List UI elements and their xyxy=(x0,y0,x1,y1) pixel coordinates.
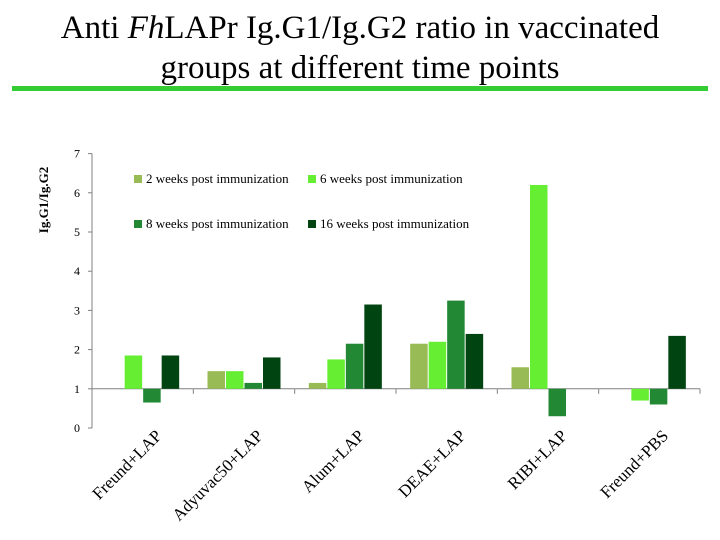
title-divider xyxy=(12,86,708,91)
bar xyxy=(244,382,262,389)
bar xyxy=(428,341,447,389)
chart-title-line-1: Anti FhLAPr Ig.G1/Ig.G2 ratio in vaccina… xyxy=(0,8,720,48)
bar xyxy=(364,304,382,389)
y-tick-label: 6 xyxy=(74,186,80,200)
bar xyxy=(548,388,566,417)
bar xyxy=(207,371,225,389)
title-prefix: Anti xyxy=(60,10,128,46)
bar xyxy=(631,388,649,401)
category-label: Freund+PBS xyxy=(597,426,673,502)
bar xyxy=(649,388,668,405)
bar xyxy=(465,333,484,389)
legend-label: 8 weeks post immunization xyxy=(146,216,289,231)
bar xyxy=(263,357,281,389)
bar xyxy=(447,300,465,389)
y-tick-label: 0 xyxy=(74,421,80,435)
category-label: DEAE+LAP xyxy=(395,426,470,501)
legend-swatch xyxy=(308,220,316,228)
bar xyxy=(143,388,161,403)
legend-label: 6 weeks post immunization xyxy=(320,171,463,186)
category-label: RIBI+LAP xyxy=(504,426,571,493)
y-tick-label: 4 xyxy=(74,264,80,278)
bar xyxy=(511,367,529,389)
bar xyxy=(308,382,327,389)
chart-title: Anti FhLAPr Ig.G1/Ig.G2 ratio in vaccina… xyxy=(0,8,720,88)
legend-label: 16 weeks post immunization xyxy=(320,216,470,231)
title-suffix: LAPr Ig.G1/Ig.G2 ratio in vaccinated xyxy=(164,10,660,46)
y-axis-label: Ig.G1/Ig.G2 xyxy=(36,167,51,233)
legend-swatch xyxy=(134,175,142,183)
y-tick-label: 7 xyxy=(74,147,80,161)
y-tick-label: 3 xyxy=(74,303,80,317)
bar xyxy=(668,335,686,389)
bar xyxy=(345,343,364,389)
legend-swatch xyxy=(134,220,142,228)
y-tick-label: 5 xyxy=(74,225,80,239)
legend-swatch xyxy=(308,175,316,183)
category-label: Freund+LAP xyxy=(89,426,166,503)
bar xyxy=(226,371,244,389)
chart-title-line-2: groups at different time points xyxy=(160,50,560,86)
bar xyxy=(124,355,143,389)
bar xyxy=(327,359,345,389)
category-label: Alum+LAP xyxy=(298,426,368,496)
bar xyxy=(530,184,548,389)
y-tick-label: 2 xyxy=(74,343,80,357)
y-tick-label: 1 xyxy=(74,382,80,396)
bar xyxy=(161,355,180,389)
legend-label: 2 weeks post immunization xyxy=(146,171,289,186)
bar xyxy=(410,343,428,389)
title-italic: Fh xyxy=(127,10,165,46)
category-label: Adyuvac50+LAP xyxy=(168,426,266,524)
